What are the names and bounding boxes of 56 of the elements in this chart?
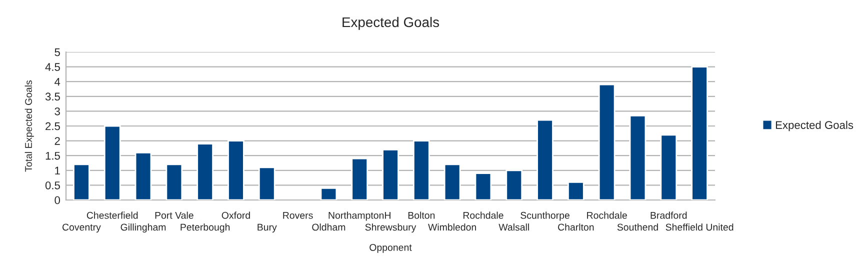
- y-tick-label: 2.5: [46, 122, 60, 130]
- x-tick-label: Oldham: [312, 223, 346, 231]
- y-tick-label: 2: [54, 137, 60, 145]
- bar: [444, 164, 461, 200]
- bar: [691, 66, 708, 200]
- bar: [598, 84, 616, 200]
- x-axis-title: Opponent: [370, 244, 412, 253]
- x-tick-label: NorthamptonH: [328, 212, 390, 221]
- x-tick-label: Rovers: [283, 212, 313, 219]
- bar: [660, 134, 678, 200]
- y-tick-label: 0: [54, 196, 60, 204]
- x-tick-label: Bolton: [408, 212, 435, 219]
- x-tick-label: Peterbough: [180, 223, 230, 233]
- y-axis-title: Total Expected Goals: [24, 80, 34, 172]
- x-tick-label: Sheffield United: [666, 223, 734, 231]
- bar: [382, 148, 399, 200]
- y-tick-label: 4.5: [45, 63, 60, 71]
- x-tick-label: Scunthorpe: [520, 212, 570, 221]
- x-tick-label: Rochdale: [463, 212, 504, 219]
- bar: [474, 172, 492, 200]
- y-tick-label: 5: [54, 48, 60, 56]
- y-tick-label: 0.5: [45, 181, 60, 190]
- x-tick-label: Southend: [617, 223, 658, 231]
- bar: [351, 158, 368, 200]
- x-tick-label: Gillingham: [120, 223, 166, 233]
- bar: [196, 143, 214, 200]
- bar: [412, 140, 430, 200]
- x-tick-label: Port Vale: [155, 212, 194, 219]
- bar: [228, 140, 244, 200]
- x-tick-label: Shrewsbury: [365, 223, 416, 233]
- bar: [104, 125, 121, 200]
- y-tick-label: 1.5: [46, 152, 60, 160]
- bar: [134, 152, 152, 200]
- bar: [629, 114, 646, 200]
- bar: [258, 166, 276, 200]
- bar: [506, 170, 523, 200]
- chart-title: Expected Goals: [342, 16, 440, 30]
- bar: [73, 164, 90, 200]
- y-tick-label: 3: [54, 107, 60, 116]
- y-tick-label: 4: [54, 78, 60, 86]
- x-tick-label: Chesterfield: [86, 212, 138, 219]
- x-tick-label: Bury: [258, 224, 277, 233]
- y-tick-label: 1: [55, 166, 60, 174]
- y-tick-label: 3.5: [45, 92, 60, 101]
- legend-label: Expected Goals: [776, 120, 854, 132]
- bar: [536, 119, 554, 200]
- x-tick-label: Rochdale: [587, 212, 627, 219]
- x-tick-label: Bradford: [650, 212, 687, 219]
- x-tick-label: Coventry: [62, 224, 101, 233]
- x-tick-label: Wimbledon: [428, 223, 476, 231]
- x-tick-label: Oxford: [222, 212, 250, 219]
- bar: [320, 187, 338, 200]
- x-tick-label: Walsall: [498, 223, 529, 231]
- x-tick-label: Charlton: [558, 223, 594, 231]
- bar: [166, 164, 183, 200]
- bar: [568, 182, 584, 200]
